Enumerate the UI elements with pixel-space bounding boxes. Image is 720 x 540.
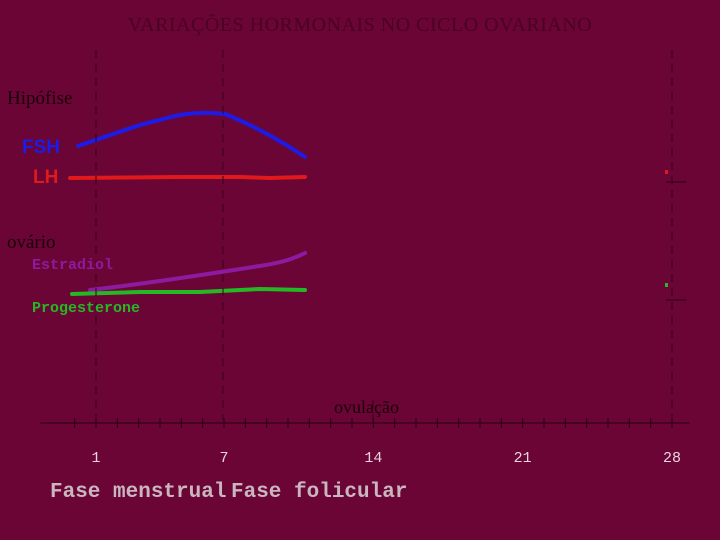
tick-label: 7 — [219, 450, 229, 467]
tick-label: 28 — [662, 450, 682, 467]
hormone-label: Estradiol — [32, 257, 114, 274]
phase-label: Fase folicular — [231, 481, 408, 504]
fsh-curve — [76, 110, 307, 159]
dot — [665, 283, 668, 287]
estradiol-curve — [88, 251, 307, 292]
tick-label: 14 — [364, 450, 383, 467]
tick-label: 21 — [513, 450, 532, 467]
lh-curve — [68, 175, 307, 181]
progesterone-curve — [70, 286, 307, 296]
dot — [665, 170, 668, 174]
group-label: Hipófise — [7, 88, 73, 109]
title: VARIAÇÕES HORMONAIS NO CICLO OVARIANO — [127, 14, 593, 36]
guides — [95, 50, 673, 420]
annotation: ovulação — [334, 397, 399, 417]
curves — [68, 110, 307, 296]
hormone-label: Progesterone — [32, 300, 141, 317]
hormone-label: FSH — [22, 137, 60, 158]
group-label: ovário — [7, 232, 56, 253]
minor-ticks — [74, 418, 673, 428]
tick-label: 1 — [91, 450, 101, 467]
hormone-label: LH — [33, 167, 59, 188]
phase-label: Fase menstrual — [50, 481, 227, 504]
